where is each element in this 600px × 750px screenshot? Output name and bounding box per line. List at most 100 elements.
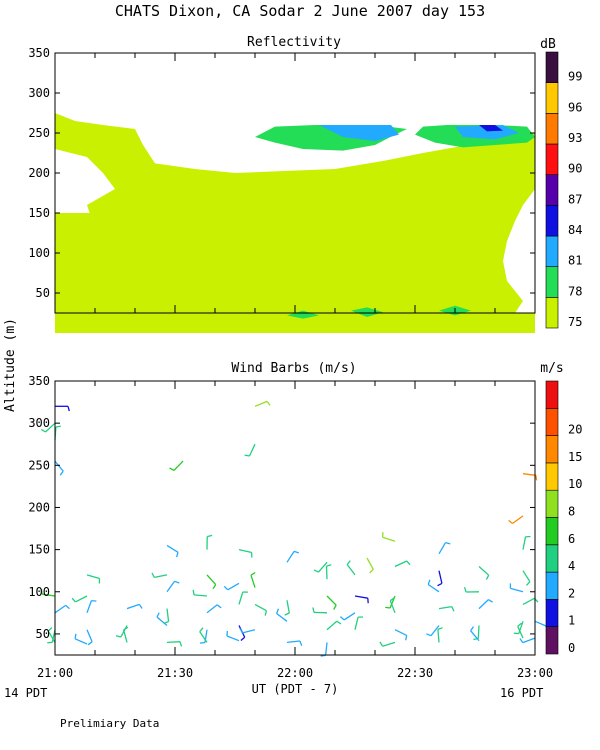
wind-barb-flag	[369, 568, 374, 574]
wind-barb-flag	[169, 467, 175, 471]
wind-barb	[276, 612, 288, 622]
wind-barb	[534, 620, 548, 627]
wind-colorbar-swatch	[545, 489, 559, 518]
wind-colorbar-label: 6	[568, 532, 575, 546]
reflectivity-colorbar-swatch	[545, 51, 559, 83]
reflectivity-colorbar-swatch	[545, 82, 559, 114]
wind-barb-flag	[244, 454, 250, 457]
wind-barb	[354, 616, 359, 630]
reflectivity-y-tick-label: 150	[28, 206, 50, 220]
wind-barb	[343, 612, 356, 621]
wind-barb-flag	[293, 550, 299, 554]
wind-barb-flag	[175, 552, 179, 558]
wind-barb-flag	[59, 470, 64, 476]
reflectivity-y-tick-label: 300	[28, 86, 50, 100]
wind-barb	[438, 570, 443, 584]
wind-barb-flag	[207, 534, 213, 538]
wind-barb-flag	[40, 428, 46, 433]
wind-barb	[438, 605, 452, 610]
wind-barb-flag	[156, 612, 160, 618]
wind-barb-flag	[151, 572, 155, 578]
reflectivity-colorbar-swatch	[545, 113, 559, 145]
wind-barbs-axes: 50 100 150 200 250 300 350 21:00 21:30 22:00 22:30…	[28, 374, 553, 680]
wind-barb	[206, 604, 218, 614]
wind-barb	[86, 574, 100, 580]
wind-colorbar-label: 4	[568, 559, 575, 573]
wind-barb-flag	[216, 604, 222, 609]
wind-barb	[238, 591, 244, 605]
wind-barb	[86, 629, 93, 642]
reflectivity-contour-84	[479, 125, 503, 132]
wind-y-tick-label: 100	[28, 585, 50, 599]
wind-barb	[326, 595, 337, 606]
wind-barb	[126, 603, 140, 610]
wind-barb	[326, 620, 338, 631]
wind-barb	[438, 542, 447, 555]
wind-colorbar-swatch	[545, 517, 559, 546]
wind-barb	[522, 637, 536, 644]
wind-barb	[510, 587, 524, 593]
wind-colorbar-label: 2	[568, 586, 575, 600]
wind-barb-flag	[40, 589, 43, 595]
wind-barb-flag	[115, 635, 122, 638]
wind-y-tick-label: 300	[28, 416, 50, 430]
wind-barb-flag	[67, 406, 70, 412]
wind-plot-frame	[54, 380, 536, 656]
wind-barb	[512, 515, 524, 525]
wind-barbs-layer	[40, 400, 548, 657]
reflectivity-colorbar-label: 87	[568, 192, 582, 206]
wind-barb-flag	[212, 584, 217, 590]
wind-barb-flag	[451, 606, 455, 612]
wind-barb	[74, 638, 88, 645]
wind-barb	[42, 593, 56, 597]
wind-barb	[522, 536, 527, 550]
wind-x-tick-label: 23:00	[517, 666, 553, 680]
wind-barb-flag	[346, 560, 351, 565]
wind-barb	[248, 443, 256, 457]
wind-barb	[86, 600, 93, 614]
wind-x-tick-label: 21:30	[157, 666, 193, 680]
wind-barb	[478, 566, 490, 576]
reflectivity-colorbar-label: 99	[568, 70, 582, 84]
reflectivity-title: Reflectivity	[247, 35, 341, 50]
wind-barb-flag	[385, 606, 391, 609]
wind-y-tick-label: 50	[36, 627, 50, 641]
reflectivity-colorbar-label: 84	[568, 223, 582, 237]
wind-barb-flag	[74, 633, 77, 639]
reflectivity-axes: 50 100 150 200 250 300 350	[28, 46, 536, 314]
wind-barb-flag	[179, 641, 183, 647]
wind-colorbar-swatch	[545, 407, 559, 436]
wind-x-tick-label: 22:30	[397, 666, 433, 680]
wind-x-tick-label: 22:00	[277, 666, 313, 680]
wind-barb-flag	[485, 574, 490, 580]
footer-note: Prelimiary Data	[60, 717, 159, 730]
reflectivity-y-tick-label: 350	[28, 46, 50, 60]
reflectivity-colorbar-label: 90	[568, 162, 582, 176]
wind-barb	[522, 597, 535, 605]
wind-barb	[478, 599, 489, 610]
wind-barb-flag	[138, 604, 143, 609]
shared-y-axis-label: Altitude (m)	[3, 318, 18, 412]
wind-barb-flag	[336, 620, 342, 625]
reflectivity-colorbar-swatch	[545, 266, 559, 298]
wind-barb	[156, 616, 168, 626]
wind-barb	[154, 574, 168, 579]
wind-barb-flag	[333, 604, 337, 610]
wind-barb-flag	[535, 475, 538, 481]
wind-barb	[325, 566, 328, 580]
wind-barb	[54, 460, 64, 472]
wind-colorbar-swatch	[545, 462, 559, 491]
reflectivity-colorbar-swatch	[545, 205, 559, 237]
wind-colorbar-label: 0	[568, 641, 575, 655]
wind-colorbar: 0 1 2 4 6 8 10 15 20	[545, 380, 582, 655]
wind-barb	[45, 422, 56, 433]
reflectivity-colorbar-label: 81	[568, 254, 582, 268]
reflectivity-colorbar-swatch	[545, 235, 559, 267]
wind-barb	[437, 629, 440, 643]
wind-barbs-title: Wind Barbs (m/s)	[231, 361, 356, 376]
wind-barb-flag	[266, 401, 271, 406]
wind-barb	[394, 629, 407, 636]
x-left-note: 14 PDT	[4, 686, 47, 700]
wind-barb	[430, 625, 440, 637]
reflectivity-colorbar-swatch	[545, 143, 559, 175]
